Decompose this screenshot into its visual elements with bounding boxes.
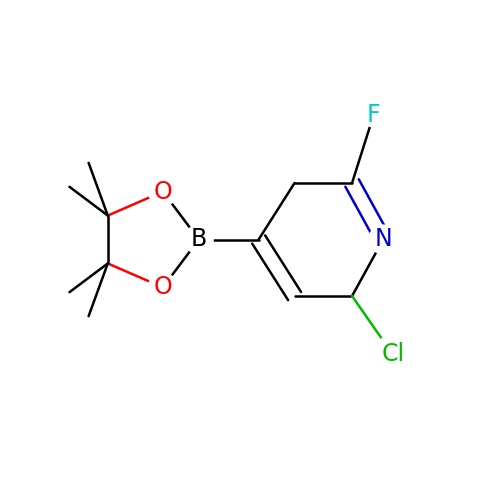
Text: O: O (153, 180, 172, 204)
Text: N: N (374, 228, 392, 251)
Circle shape (148, 177, 177, 206)
Circle shape (374, 335, 412, 374)
Circle shape (369, 225, 398, 254)
Circle shape (148, 273, 177, 302)
Text: B: B (191, 228, 207, 251)
Text: O: O (153, 275, 172, 299)
Text: F: F (367, 103, 380, 127)
Circle shape (184, 225, 213, 254)
Circle shape (362, 103, 386, 127)
Text: Cl: Cl (381, 342, 404, 366)
